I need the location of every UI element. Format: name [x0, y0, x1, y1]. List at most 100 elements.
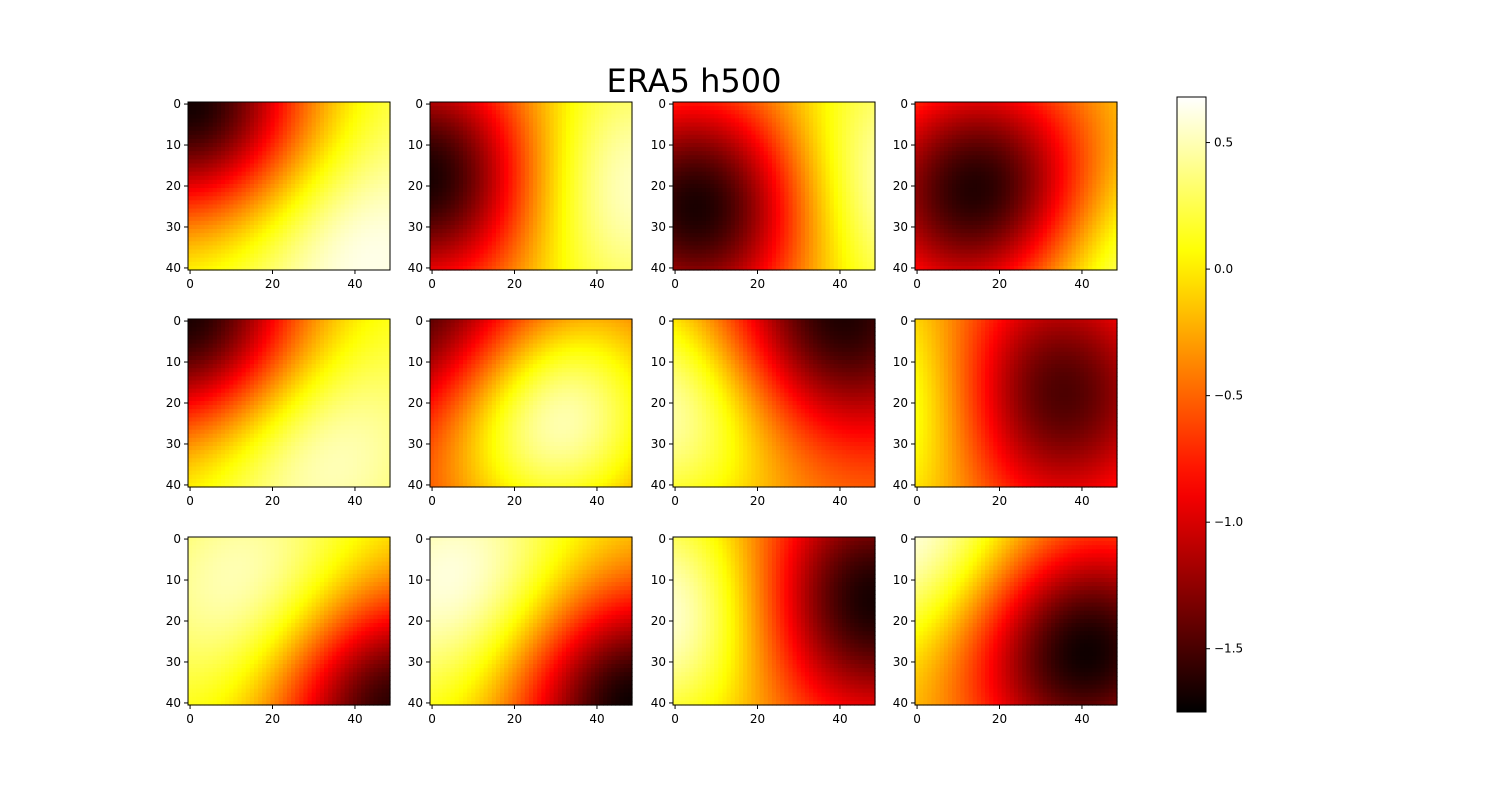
- heatmap-cell: [471, 134, 476, 140]
- heatmap-cell: [582, 122, 588, 128]
- heatmap-cell: [623, 118, 629, 124]
- heatmap-cell: [705, 159, 711, 165]
- heatmap-cell: [483, 196, 489, 201]
- heatmap-cell: [858, 175, 864, 181]
- heatmap-cell: [809, 130, 814, 136]
- heatmap-cell: [348, 196, 354, 201]
- heatmap-cell: [553, 265, 559, 271]
- heatmap-cell: [495, 110, 501, 115]
- heatmap-cell: [483, 200, 489, 206]
- heatmap-cell: [701, 142, 707, 148]
- heatmap-cell: [705, 167, 711, 173]
- heatmap-cell: [385, 134, 391, 140]
- heatmap-cell: [693, 175, 699, 181]
- heatmap-cell: [574, 220, 580, 226]
- heatmap-cell: [780, 122, 785, 128]
- heatmap-cell: [553, 163, 559, 169]
- heatmap-cell: [454, 212, 460, 218]
- heatmap-cell: [524, 257, 530, 263]
- heatmap-cell: [524, 130, 530, 136]
- heatmap-cell: [220, 257, 226, 263]
- heatmap-cell: [216, 142, 222, 148]
- heatmap-cell: [537, 212, 542, 218]
- heatmap-cell: [328, 249, 333, 255]
- heatmap-cell: [365, 188, 370, 193]
- heatmap-cell: [504, 233, 509, 238]
- heatmap-cell: [454, 130, 460, 136]
- heatmap-cell: [586, 261, 592, 267]
- heatmap-cell: [212, 212, 218, 218]
- heatmap-cell: [483, 102, 489, 107]
- heatmap-cell: [446, 147, 452, 152]
- heatmap-cell: [710, 138, 715, 144]
- heatmap-cell: [524, 216, 530, 222]
- heatmap-cell: [258, 212, 263, 218]
- heatmap-cell: [471, 233, 476, 238]
- heatmap-cell: [557, 212, 563, 218]
- heatmap-cell: [352, 216, 358, 222]
- heatmap-cell: [615, 253, 621, 259]
- heatmap-cell: [253, 208, 259, 214]
- heatmap-cell: [286, 216, 292, 222]
- heatmap-cell: [483, 208, 489, 214]
- heatmap-cell: [800, 155, 806, 160]
- heatmap-cell: [689, 138, 695, 144]
- heatmap-cell: [570, 245, 575, 251]
- heatmap-cell: [561, 110, 567, 115]
- heatmap-cell: [796, 167, 802, 173]
- heatmap-cell: [615, 212, 621, 218]
- heatmap-cell: [508, 229, 514, 234]
- heatmap-cell: [340, 241, 346, 247]
- heatmap-cell: [516, 167, 522, 173]
- heatmap-cell: [524, 114, 530, 119]
- heatmap-cell: [500, 118, 505, 124]
- heatmap-cell: [858, 155, 864, 160]
- heatmap-cell: [516, 220, 522, 226]
- heatmap-cell: [361, 175, 366, 181]
- heatmap-cell: [295, 265, 300, 271]
- heatmap-cell: [278, 216, 284, 222]
- heatmap-cell: [196, 122, 201, 128]
- heatmap-cell: [262, 134, 267, 140]
- heatmap-cell: [594, 142, 600, 148]
- heatmap-cell: [705, 175, 711, 181]
- heatmap-cell: [303, 151, 309, 156]
- heatmap-cell: [829, 167, 835, 173]
- heatmap-cell: [319, 192, 325, 197]
- heatmap-cell: [590, 167, 596, 173]
- heatmap-cell: [253, 151, 259, 156]
- heatmap-cell: [295, 212, 300, 218]
- heatmap-cell: [311, 237, 317, 242]
- heatmap-cell: [590, 204, 596, 210]
- heatmap-cell: [220, 216, 226, 222]
- heatmap-cell: [603, 167, 608, 173]
- heatmap-cell: [266, 147, 272, 152]
- heatmap-cell: [516, 151, 522, 156]
- heatmap-cell: [373, 159, 379, 165]
- heatmap-cell: [574, 106, 580, 111]
- heatmap-cell: [430, 142, 435, 148]
- heatmap-cell: [253, 200, 259, 206]
- heatmap-cell: [458, 126, 464, 132]
- heatmap-cell: [446, 126, 452, 132]
- heatmap-cell: [204, 229, 210, 234]
- heatmap-cell: [324, 130, 329, 136]
- heatmap-cell: [545, 216, 551, 222]
- heatmap-cell: [192, 122, 197, 128]
- heatmap-cell: [434, 130, 439, 136]
- heatmap-cell: [603, 249, 608, 255]
- heatmap-cell: [446, 159, 452, 165]
- heatmap-cell: [619, 106, 625, 111]
- heatmap-cell: [307, 134, 313, 140]
- heatmap-cell: [705, 118, 711, 124]
- heatmap-cell: [340, 118, 346, 124]
- heatmap-cell: [557, 253, 563, 259]
- heatmap-cell: [561, 159, 567, 165]
- heatmap-cell: [454, 118, 460, 124]
- heatmap-cell: [188, 212, 193, 218]
- heatmap-cell: [385, 233, 391, 238]
- heatmap-cell: [566, 220, 571, 226]
- heatmap-cell: [710, 130, 715, 136]
- heatmap-cell: [262, 151, 267, 156]
